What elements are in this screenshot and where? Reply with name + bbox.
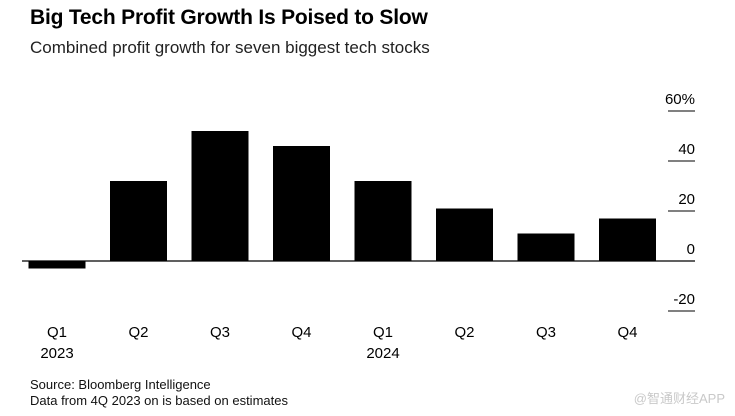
- x-tick-label: Q4: [617, 324, 637, 341]
- x-tick-label: Q3: [536, 324, 556, 341]
- y-tick-label: -20: [673, 291, 695, 308]
- bar: [273, 146, 330, 261]
- y-tick-label: 40: [678, 141, 695, 158]
- bar: [110, 181, 167, 261]
- source-text: Source: Bloomberg Intelligence: [30, 377, 211, 392]
- bar: [517, 233, 575, 261]
- x-year-label: 2023: [40, 345, 73, 362]
- x-year-label: 2024: [366, 345, 399, 362]
- watermark: @智通财经APP: [633, 391, 725, 406]
- bar: [191, 131, 249, 261]
- chart-title: Big Tech Profit Growth Is Poised to Slow: [30, 6, 428, 29]
- x-tick-label: Q1: [373, 324, 393, 341]
- chart-subtitle: Combined profit growth for seven biggest…: [30, 38, 430, 57]
- estimate-note: Data from 4Q 2023 on is based on estimat…: [30, 393, 288, 408]
- bar: [599, 218, 656, 261]
- bar-chart: 60% 40 20 0 -20 Q1 2023 Q2 Q3 Q4 Q1 2024 Q2 Q3 Q4: [22, 91, 695, 362]
- bar: [28, 261, 86, 269]
- x-tick-label: Q2: [454, 324, 474, 341]
- bar: [436, 208, 493, 261]
- bar: [354, 181, 412, 261]
- y-tick-label: 60%: [665, 91, 695, 108]
- y-tick-label: 20: [678, 191, 695, 208]
- chart-source: Source: Bloomberg Intelligence Data from…: [30, 377, 288, 409]
- x-tick-label: Q3: [210, 324, 230, 341]
- y-tick-label: 0: [687, 241, 695, 258]
- x-tick-label: Q2: [128, 324, 148, 341]
- x-tick-label: Q4: [291, 324, 311, 341]
- x-tick-label: Q1: [47, 324, 67, 341]
